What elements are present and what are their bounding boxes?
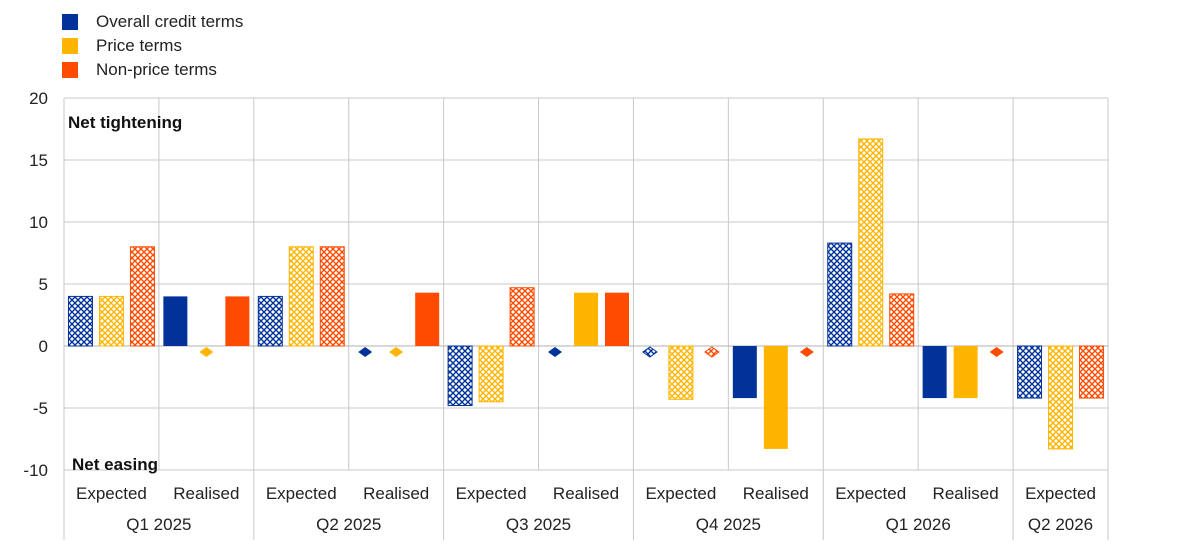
bar [288, 246, 314, 347]
x-category-label: Realised [743, 484, 809, 503]
bar [1017, 345, 1043, 399]
x-category-label: Realised [933, 484, 999, 503]
bar [763, 346, 788, 449]
bar [478, 345, 504, 403]
bar [129, 246, 155, 347]
bar [1048, 345, 1074, 450]
bar-zero-marker [704, 346, 720, 358]
bar [574, 292, 598, 346]
bar [858, 138, 884, 347]
bar [257, 295, 283, 347]
x-category-label: Expected [266, 484, 337, 503]
y-tick-label: 15 [29, 151, 48, 170]
x-group-label: Q2 2025 [316, 515, 381, 534]
annotation-net-tightening: Net tightening [68, 113, 182, 132]
bar [889, 293, 915, 347]
y-tick-label: -10 [23, 461, 48, 480]
bar [163, 296, 188, 346]
x-group-label: Q3 2025 [506, 515, 571, 534]
legend-label: Overall credit terms [96, 12, 244, 31]
legend-item-non-price-terms: Non-price terms [62, 58, 243, 82]
x-group-label: Q1 2026 [886, 515, 951, 534]
bar [98, 295, 124, 347]
bar-zero-marker [548, 347, 562, 357]
y-tick-label: 5 [39, 275, 48, 294]
x-category-label: Expected [1025, 484, 1096, 503]
x-group-label: Q1 2025 [126, 515, 191, 534]
bar [509, 287, 535, 347]
x-category-label: Expected [645, 484, 716, 503]
legend-label: Non-price terms [96, 60, 217, 79]
bar [1079, 345, 1105, 399]
legend-item-price-terms: Price terms [62, 34, 243, 58]
bar [827, 242, 853, 347]
legend-label: Price terms [96, 36, 182, 55]
x-category-label: Realised [173, 484, 239, 503]
grid [63, 97, 1109, 471]
bar [732, 346, 757, 399]
x-category-label: Realised [553, 484, 619, 503]
bars [67, 138, 1105, 450]
bar-zero-marker [358, 347, 373, 357]
legend-swatch-overall-credit-terms [62, 14, 78, 30]
x-category-label: Expected [76, 484, 147, 503]
x-category-label: Realised [363, 484, 429, 503]
legend-swatch-price-terms [62, 38, 78, 54]
x-category-label: Expected [456, 484, 527, 503]
bar [319, 246, 345, 347]
bar [415, 292, 440, 346]
y-tick-label: 10 [29, 213, 48, 232]
x-group-label: Q2 2026 [1028, 515, 1093, 534]
bar [225, 296, 250, 346]
bar [67, 295, 93, 347]
y-tick-label: 0 [39, 337, 48, 356]
axes: -10 -5 0 5 10 15 20 Expected Realised Expected Rea… [23, 89, 1109, 540]
legend-item-overall-credit-terms: Overall credit terms [62, 10, 243, 34]
x-category-label: Expected [835, 484, 906, 503]
annotation-net-easing: Net easing [72, 455, 158, 474]
bar-zero-marker [989, 347, 1004, 357]
bar-zero-marker [642, 346, 658, 358]
bar [922, 346, 947, 399]
bar-zero-marker [799, 347, 814, 357]
x-group-label: Q4 2025 [696, 515, 761, 534]
bar-zero-marker [199, 347, 214, 357]
bar-zero-marker [389, 347, 404, 357]
legend-swatch-non-price-terms [62, 62, 78, 78]
y-tick-label: -5 [33, 399, 48, 418]
bar [668, 345, 694, 400]
y-tick-label: 20 [29, 89, 48, 108]
bar [447, 345, 473, 407]
bar [605, 292, 629, 346]
legend: Overall credit terms Price terms Non-pri… [62, 10, 243, 82]
bar [953, 346, 978, 399]
